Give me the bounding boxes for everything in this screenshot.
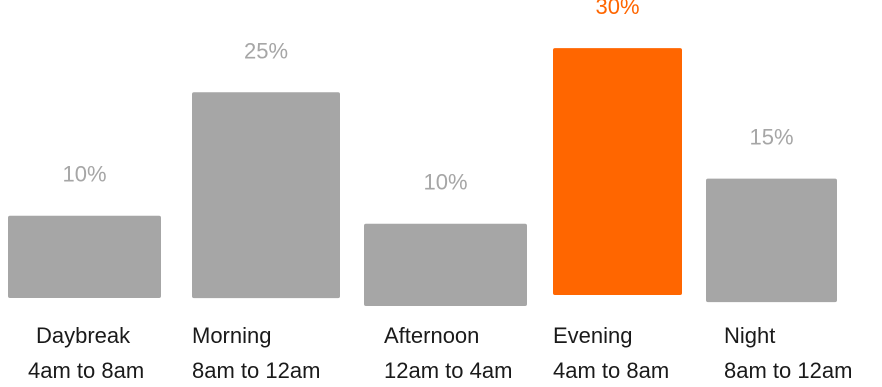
value-label-night: 15%	[749, 125, 793, 150]
category-label-evening: Evening	[553, 323, 633, 348]
time-range-label-night: 8am to 12am	[724, 358, 852, 383]
category-label-night: Night	[724, 323, 775, 348]
time-range-label-evening: 4am to 8am	[553, 358, 669, 383]
time-range-label-daybreak: 4am to 8am	[28, 358, 144, 383]
bar-evening	[553, 48, 682, 295]
category-labels-group: Daybreak 4am to 8am Morning 8am to 12am Afte…	[28, 323, 852, 383]
category-label-morning: Morning	[192, 323, 271, 348]
value-label-daybreak: 10%	[62, 162, 106, 187]
bars-group	[8, 48, 837, 306]
bar-night	[706, 178, 837, 303]
value-label-afternoon: 10%	[423, 170, 467, 195]
value-label-evening: 30%	[595, 0, 639, 19]
value-labels-group: 10% 25% 10% 30% 15%	[62, 0, 793, 195]
category-label-afternoon: Afternoon	[384, 323, 479, 348]
time-range-label-afternoon: 12am to 4am	[384, 358, 512, 383]
time-range-label-morning: 8am to 12am	[192, 358, 320, 383]
value-label-morning: 25%	[244, 38, 288, 63]
category-label-daybreak: Daybreak	[36, 323, 131, 348]
bar-afternoon	[364, 223, 527, 306]
bar-morning	[192, 92, 340, 299]
bar-daybreak	[8, 215, 161, 298]
